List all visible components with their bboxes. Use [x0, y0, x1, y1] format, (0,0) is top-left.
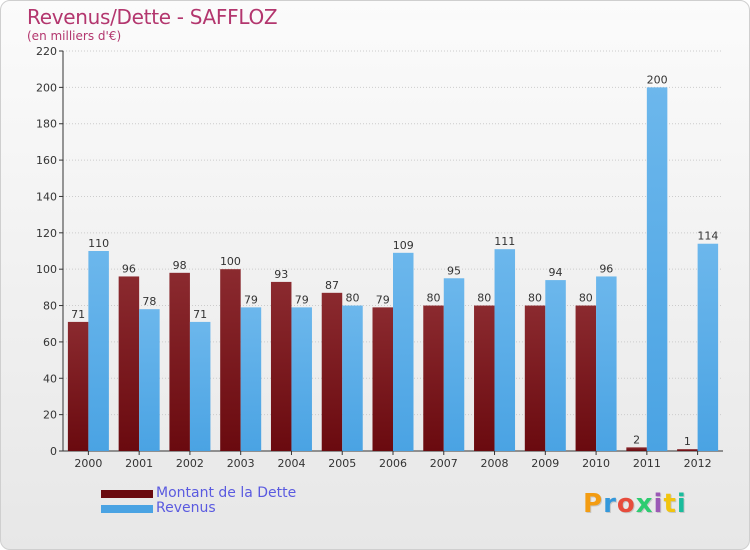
bar-revenus	[342, 305, 363, 451]
data-label: 78	[142, 295, 156, 308]
data-label: 1	[684, 435, 691, 448]
x-tick-label: 2012	[684, 457, 712, 470]
bar-dette	[524, 305, 546, 451]
x-tick-label: 2004	[277, 457, 305, 470]
bar-dette	[321, 292, 343, 451]
data-label: 71	[71, 308, 85, 321]
legend-swatch-dette	[101, 490, 153, 498]
chart-subtitle: (en milliers d'€)	[27, 29, 122, 43]
bar-dette	[575, 305, 597, 451]
data-label: 87	[325, 279, 339, 292]
data-label: 109	[393, 239, 414, 252]
bar-revenus	[240, 307, 262, 451]
bar-revenus	[88, 251, 109, 451]
y-tick-label: 180	[36, 118, 57, 131]
data-label: 80	[345, 292, 359, 305]
data-label: 79	[295, 293, 309, 306]
bar-dette	[474, 305, 495, 451]
bar-dette	[118, 276, 140, 451]
x-tick-label: 2007	[430, 457, 458, 470]
legend-label-dette: Montant de la Dette	[156, 485, 297, 501]
data-label: 200	[647, 73, 668, 86]
data-label: 79	[376, 293, 390, 306]
data-label: 98	[173, 259, 187, 272]
data-label: 96	[599, 262, 613, 275]
data-label: 110	[88, 237, 109, 250]
bar-dette	[67, 321, 89, 451]
x-tick-label: 2002	[176, 457, 204, 470]
data-label: 80	[477, 292, 491, 305]
bar-revenus	[189, 321, 211, 451]
y-tick-label: 220	[36, 45, 57, 58]
data-label: 95	[447, 264, 461, 277]
x-tick-label: 2000	[74, 457, 102, 470]
data-label: 111	[494, 235, 515, 248]
y-tick-label: 40	[43, 372, 57, 385]
y-tick-label: 80	[43, 300, 57, 313]
data-label: 94	[549, 266, 563, 279]
x-tick-label: 2006	[379, 457, 407, 470]
y-tick-label: 60	[43, 336, 57, 349]
data-label: 71	[193, 308, 207, 321]
data-label: 80	[579, 292, 593, 305]
bar-dette	[677, 449, 698, 451]
data-label: 100	[220, 255, 241, 268]
proxiti-logo: Proxiti	[583, 489, 687, 519]
bar-revenus	[596, 276, 617, 451]
bar-dette	[626, 447, 647, 451]
bar-dette	[270, 281, 292, 451]
y-tick-label: 140	[36, 190, 57, 203]
y-tick-label: 160	[36, 154, 57, 167]
bar-revenus	[697, 243, 719, 451]
x-tick-label: 2009	[531, 457, 559, 470]
chart-title: Revenus/Dette - SAFFLOZ	[27, 5, 278, 29]
bar-revenus	[443, 278, 465, 451]
bar-revenus	[646, 87, 668, 451]
y-tick-label: 200	[36, 81, 57, 94]
x-tick-label: 2010	[582, 457, 610, 470]
bar-dette	[169, 272, 190, 451]
y-tick-label: 0	[50, 445, 57, 458]
legend-label-revenus: Revenus	[156, 500, 216, 516]
y-tick-label: 20	[43, 409, 57, 422]
x-tick-label: 2001	[125, 457, 153, 470]
data-label: 79	[244, 293, 258, 306]
data-label: 93	[274, 268, 288, 281]
bar-revenus	[545, 280, 566, 451]
x-tick-label: 2011	[633, 457, 661, 470]
y-tick-label: 100	[36, 263, 57, 276]
x-tick-label: 2005	[328, 457, 356, 470]
bar-revenus	[139, 309, 160, 451]
x-tick-label: 2008	[481, 457, 509, 470]
legend-swatch-revenus	[101, 505, 153, 513]
bar-dette	[372, 307, 393, 451]
x-tick-label: 2003	[227, 457, 255, 470]
bar-dette	[220, 269, 241, 451]
y-tick-label: 120	[36, 227, 57, 240]
bar-revenus	[494, 249, 516, 451]
data-label: 80	[528, 292, 542, 305]
bar-revenus	[291, 307, 312, 451]
bar-revenus	[393, 252, 414, 451]
data-label: 80	[427, 292, 441, 305]
data-label: 2	[633, 433, 640, 446]
data-label: 114	[697, 230, 718, 243]
data-label: 96	[122, 262, 136, 275]
bar-dette	[423, 305, 444, 451]
